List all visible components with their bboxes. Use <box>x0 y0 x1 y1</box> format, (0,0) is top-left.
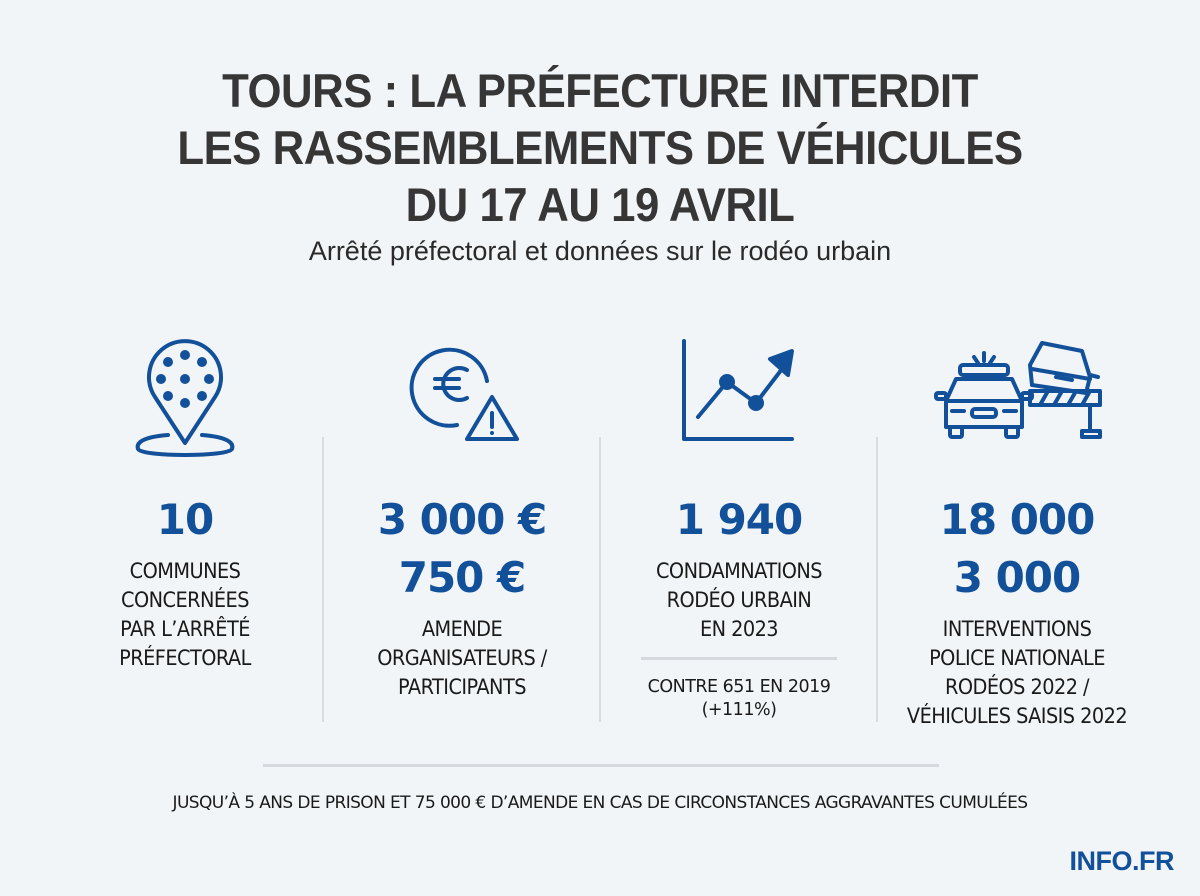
stat-value: 1 940 <box>675 495 804 544</box>
stat-label-line: CONCERNÉES <box>121 588 249 612</box>
stat-label-line: AMENDE <box>421 617 503 641</box>
footer-divider <box>263 764 939 767</box>
stat-label-line: EN 2023 <box>699 617 779 641</box>
stat-value: 750 € <box>398 553 527 602</box>
headline-line-1: TOURS : LA PRÉFECTURE INTERDIT <box>222 64 978 117</box>
headline-line-2: LES RASSEMBLEMENTS DE VÉHICULES <box>177 121 1023 174</box>
location-pin-crowd-icon <box>50 335 320 465</box>
stat-label-line: COMMUNES <box>129 559 241 583</box>
stat-convictions: 1 940 CONDAMNATIONS RODÉO URBAIN EN 2023… <box>604 335 874 722</box>
stat-label-line: VÉHICULES SAISIS 2022 <box>906 704 1128 728</box>
rising-line-chart-icon <box>604 335 874 465</box>
stat-fines: 3 000 € 750 € AMENDE ORGANISATEURS / PAR… <box>327 335 597 702</box>
stat-value: 3 000 <box>953 553 1082 602</box>
stat-communes: 10 COMMUNES CONCERNÉES PAR L’ARRÊTÉ PRÉF… <box>50 335 320 673</box>
stat-value: 18 000 <box>939 495 1096 544</box>
police-car-barrier-icon <box>882 335 1152 465</box>
column-divider <box>876 437 878 722</box>
headline: TOURS : LA PRÉFECTURE INTERDIT LES RASSE… <box>42 62 1158 233</box>
stat-value: 3 000 € <box>377 495 547 544</box>
stat-label-line: ORGANISATEURS / <box>377 646 547 670</box>
headline-line-3: DU 17 AU 19 AVRIL <box>405 178 795 231</box>
stat-label-line: POLICE NATIONALE <box>929 646 1105 670</box>
column-divider <box>322 437 324 722</box>
stat-value: 10 <box>156 495 214 544</box>
stat-label-line: PRÉFECTORAL <box>119 646 251 670</box>
stat-label-line: RODÉOS 2022 / <box>945 675 1090 699</box>
stat-sublabel-line: CONTRE 651 EN 2019 <box>647 677 831 697</box>
stat-label-line: INTERVENTIONS <box>942 617 1092 641</box>
stat-label-line: CONDAMNATIONS <box>655 559 823 583</box>
subtitle: Arrêté préfectoral et données sur le rod… <box>308 236 892 266</box>
stat-label-line: PAR L’ARRÊTÉ <box>120 617 250 641</box>
euro-warning-icon <box>327 335 597 465</box>
inner-divider <box>641 657 837 660</box>
stat-label-line: PARTICIPANTS <box>398 675 526 699</box>
column-divider <box>599 437 601 722</box>
stat-label-line: RODÉO URBAIN <box>666 588 812 612</box>
stat-interventions: 18 000 3 000 INTERVENTIONS POLICE NATION… <box>882 335 1152 731</box>
brand-logo: INFO.FR <box>1069 846 1175 876</box>
stat-sublabel-line: (+111%) <box>701 700 777 720</box>
footer-note: JUSQU’À 5 ANS DE PRISON ET 75 000 € D’AM… <box>172 793 1029 813</box>
